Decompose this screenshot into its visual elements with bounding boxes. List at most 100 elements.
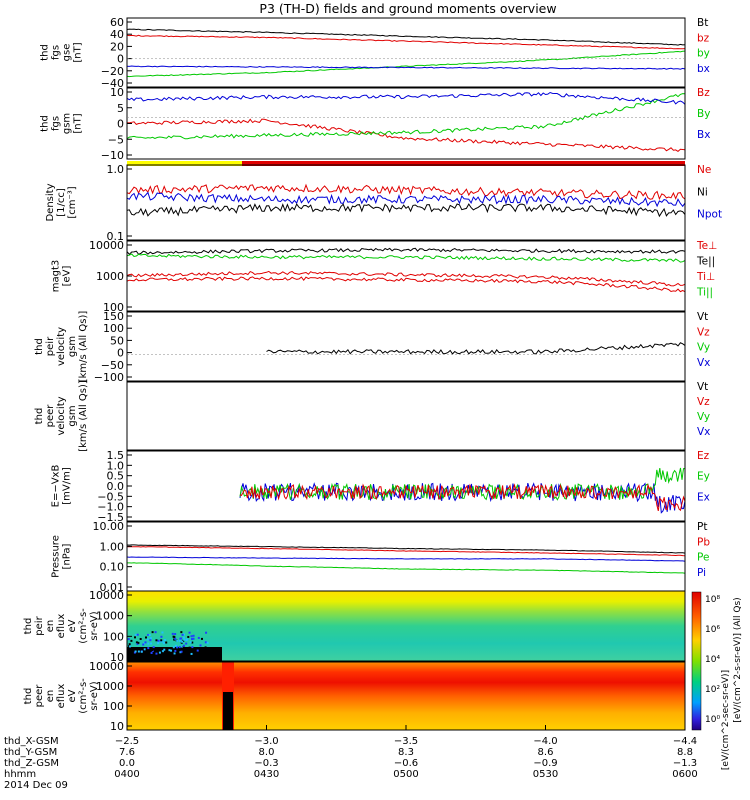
ytick-label: 10: [110, 720, 124, 733]
trace-pressure-Pe: [127, 562, 686, 574]
ion-speckle: [171, 632, 174, 635]
legend-Pt: Pt: [697, 521, 707, 533]
ylabel-line: E=−VxB: [51, 465, 62, 508]
ion-speckle: [180, 637, 183, 640]
ion-speckle: [174, 637, 177, 640]
ion-speckle: [180, 650, 183, 653]
ytick-label: 100: [103, 700, 124, 713]
ion-speckle: [172, 646, 175, 649]
ylabel-line: [nT]: [73, 113, 84, 133]
ytick-label: −50: [101, 359, 124, 372]
ion-speckle: [177, 652, 180, 655]
axes: [126, 17, 702, 731]
ion-speckle: [200, 637, 203, 640]
trace-density-Ne: [126, 183, 686, 201]
ion-speckle: [137, 641, 140, 644]
trace-pressure-Pt: [126, 544, 686, 554]
ion-speckle: [201, 651, 204, 654]
ion-speckle: [206, 641, 209, 644]
ytick-label: 1.00: [100, 540, 125, 553]
ion-speckle: [185, 642, 188, 645]
ion-speckle: [174, 633, 177, 636]
ytick-label: −40: [101, 77, 124, 90]
ion-speckle: [127, 638, 130, 641]
ion-speckle: [140, 650, 143, 653]
ytick-label: 10.00: [93, 520, 125, 533]
ion-speckle: [159, 640, 162, 643]
trace-efield-red: [239, 483, 686, 512]
legend-Bx: Bx: [697, 129, 710, 141]
ytick-label: 1.0: [107, 459, 125, 472]
xrow-value: 0500: [393, 769, 418, 780]
ytick-label: 1000: [96, 610, 124, 623]
trace-pressure-Pb: [126, 546, 686, 557]
xrow-value: 7.6: [119, 747, 135, 758]
trace-fgs-gsm-Bz: [126, 118, 686, 153]
ion-speckle: [199, 644, 202, 647]
ion-speckle: [160, 635, 163, 638]
ion-speckle: [129, 645, 132, 648]
ion-speckle: [147, 642, 150, 645]
ion-speckle: [204, 646, 207, 649]
ion-speckle: [134, 650, 137, 653]
ylabel-line: en: [45, 690, 56, 703]
xrow-value: −3.5: [394, 736, 418, 747]
ylabel-line: peer: [34, 684, 45, 708]
ytick-label: −10: [101, 149, 124, 162]
xrow-label-hhmm: hhmm: [4, 769, 36, 780]
trace-fgs-gse-Bt: [126, 28, 686, 46]
ion-speckle: [134, 633, 137, 636]
xrow-value: 8.6: [538, 747, 554, 758]
legend-Pb: Pb: [697, 536, 710, 548]
ion-speckle: [166, 651, 169, 654]
ion-speckle: [143, 642, 146, 645]
ion-speckle: [183, 638, 186, 641]
ytick-label: 0: [117, 53, 124, 66]
ytick-label: 100: [103, 322, 124, 335]
ytick-label: 10: [110, 651, 124, 664]
ylabel-line: eV: [67, 689, 78, 702]
ylabel-line: thd: [34, 338, 45, 355]
data-traces: [126, 28, 686, 574]
panel-frame-density: [126, 164, 686, 241]
xrow-value: 0.0: [119, 758, 135, 769]
ion-speckle: [161, 650, 164, 653]
trace-fgs-gsm-By: [126, 93, 686, 140]
xrow-value: 8.3: [398, 747, 414, 758]
legend-Ey: Ey: [697, 471, 710, 483]
ion-speckle: [165, 641, 168, 644]
colorbar-tick: 10²: [705, 685, 720, 695]
ylabel-line: sr-eV): [89, 681, 100, 710]
ylabel-line: eflux: [56, 684, 67, 709]
ytick-label: 40: [110, 28, 124, 41]
ylabel-line: (cm²-s-: [78, 608, 89, 644]
ion-speckle: [197, 636, 200, 639]
xrow-value: 0430: [254, 769, 279, 780]
legend-Vy: Vy: [697, 342, 710, 354]
ytick-label: −100: [94, 371, 124, 384]
legend-Npot: Npot: [697, 209, 722, 221]
legend-Ez: Ez: [697, 450, 710, 462]
xrow-value: −0.6: [394, 758, 418, 769]
ion-speckle: [192, 637, 195, 640]
ion-speckle: [151, 631, 154, 634]
ion-speckle: [161, 631, 164, 634]
xrow-value: −4.4: [673, 736, 697, 747]
ylabel-line: [nPa]: [62, 543, 73, 569]
ion-speckle: [143, 648, 146, 651]
ion-speckle: [148, 633, 151, 636]
electron-spectrogram: [127, 662, 685, 730]
figure-title: P3 (TH-D) fields and ground moments over…: [259, 1, 556, 16]
ion-speckle: [151, 648, 154, 651]
ytick-label: 60: [110, 16, 124, 29]
ion-speckle: [182, 646, 185, 649]
ion-speckle: [146, 638, 149, 641]
ion-speckle: [137, 650, 140, 653]
ytick-label: −5: [108, 133, 124, 146]
legend-Vt: Vt: [697, 381, 708, 393]
ion-speckle: [155, 652, 158, 655]
ylabel-line: thd: [40, 115, 51, 132]
ytick-label: 100: [103, 630, 124, 643]
legend-Ti⊥: Ti⊥: [696, 271, 715, 283]
